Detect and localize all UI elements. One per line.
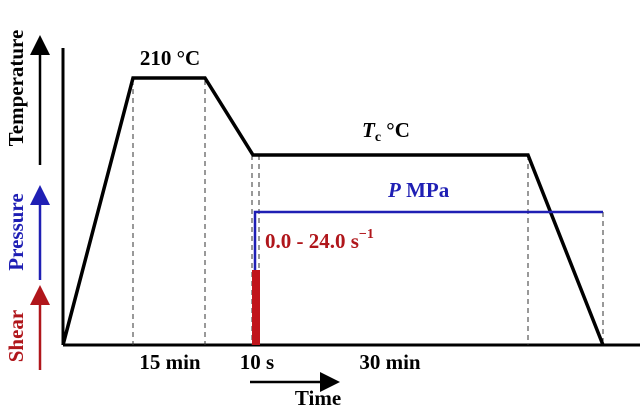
pressure-profile — [253, 210, 603, 270]
pressure-label: Pressure — [4, 193, 28, 270]
shear-label: Shear — [4, 310, 28, 363]
unit: °C — [381, 118, 410, 142]
temperature-profile — [61, 76, 605, 346]
subscript: c — [375, 130, 381, 145]
shear-time-label: 10 s — [240, 350, 274, 374]
symbol: P — [387, 178, 401, 202]
crystallization-temp-label: Tc °C — [362, 118, 410, 145]
pressure-value-label: P MPa — [387, 178, 450, 202]
shear-rate-label: 0.0 - 24.0 s−1 — [265, 227, 374, 253]
crystallization-time-label: 30 min — [359, 350, 421, 374]
symbol: T — [362, 118, 376, 142]
hold-time-label: 15 min — [139, 350, 201, 374]
text: 0.0 - 24.0 s — [265, 229, 359, 253]
unit: MPa — [401, 178, 450, 202]
guide-lines — [132, 80, 604, 345]
shear-pulse — [252, 270, 260, 345]
melt-temp-label: 210 °C — [140, 46, 200, 70]
time-label: Time — [295, 386, 341, 410]
superscript: −1 — [359, 227, 374, 242]
temperature-label: Temperature — [4, 30, 28, 147]
